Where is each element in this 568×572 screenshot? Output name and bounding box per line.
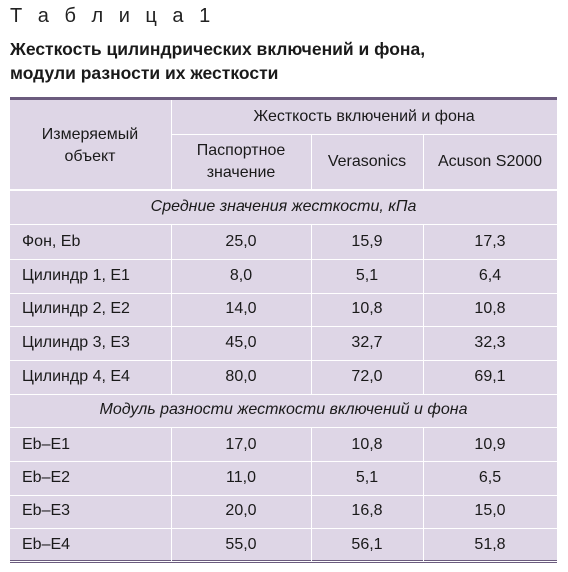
cell-passport-value: 55,0 <box>225 535 257 553</box>
header-col-verasonics: Verasonics <box>327 153 407 170</box>
row-divider <box>10 527 557 529</box>
cell-acuson-value: 51,8 <box>474 535 506 553</box>
row-label: Фон, Eb <box>22 232 81 250</box>
cell-acuson-value: 32,3 <box>474 334 506 352</box>
cell-verasonics-value: 5,1 <box>355 468 379 486</box>
row-label: Eb–E2 <box>22 468 71 486</box>
row-label: Цилиндр 1, E1 <box>22 266 130 284</box>
row-divider <box>10 292 557 294</box>
header-divider <box>171 134 557 135</box>
cell-passport-value: 45,0 <box>225 334 257 352</box>
cell-verasonics-value: 56,1 <box>351 535 383 553</box>
cell-passport-value: 11,0 <box>226 468 256 486</box>
header-col-passport: Паспортное значение <box>196 142 286 181</box>
table-top-rule <box>10 97 557 100</box>
column-divider <box>423 225 424 394</box>
cell-acuson-value: 10,8 <box>474 300 506 318</box>
cell-acuson-value: 10,9 <box>474 435 506 453</box>
column-divider <box>311 428 312 561</box>
row-label: Eb–E4 <box>22 535 71 553</box>
data-table: Измеряемый объект Жесткость включений и … <box>10 97 557 563</box>
cell-verasonics-value: 5,1 <box>355 266 379 284</box>
row-divider <box>10 561 557 563</box>
row-divider <box>10 224 557 225</box>
header-object: Измеряемый объект <box>41 126 139 165</box>
column-divider <box>311 225 312 394</box>
column-divider <box>171 225 172 394</box>
title-line-2: модули разности их жесткости <box>10 63 279 83</box>
table-caption: Т а б л и ц а 1 <box>10 5 216 27</box>
column-divider <box>423 428 424 561</box>
cell-passport-value: 8,0 <box>229 266 253 284</box>
cell-acuson-value: 15,0 <box>474 502 506 520</box>
cell-verasonics-value: 10,8 <box>351 435 383 453</box>
cell-passport-value: 80,0 <box>225 368 257 386</box>
column-divider <box>171 100 172 190</box>
column-divider <box>423 135 424 189</box>
cell-verasonics-value: 10,8 <box>351 300 383 318</box>
cell-acuson-value: 17,3 <box>474 232 506 250</box>
header-group: Жесткость включений и фона <box>253 108 475 125</box>
column-divider <box>311 135 312 189</box>
row-divider <box>10 258 557 260</box>
row-divider <box>10 427 557 428</box>
row-label: Цилиндр 2, E2 <box>22 300 130 318</box>
column-divider <box>171 428 172 561</box>
row-label: Цилиндр 3, E3 <box>22 334 130 352</box>
cell-verasonics-value: 15,9 <box>351 232 383 250</box>
cell-passport-value: 20,0 <box>225 502 257 520</box>
cell-passport-value: 17,0 <box>225 435 257 453</box>
section-mean-stiffness: Средние значения жесткости, кПа <box>150 198 417 215</box>
title-line-1: Жесткость цилиндрических включений и фон… <box>10 39 426 59</box>
cell-passport-value: 14,0 <box>225 300 257 318</box>
row-divider <box>10 494 557 496</box>
cell-verasonics-value: 16,8 <box>351 502 383 520</box>
header-bottom-rule <box>10 189 557 191</box>
row-label: Eb–E1 <box>22 435 71 453</box>
cell-passport-value: 25,0 <box>225 232 257 250</box>
row-divider <box>10 360 557 362</box>
cell-verasonics-value: 32,7 <box>351 334 383 352</box>
cell-verasonics-value: 72,0 <box>351 368 383 386</box>
row-divider <box>10 394 557 395</box>
header-col-acuson: Acuson S2000 <box>437 153 543 170</box>
table-title: Жесткость цилиндрических включений и фон… <box>10 37 425 85</box>
row-label: Цилиндр 4, E4 <box>22 368 130 386</box>
row-label: Eb–E3 <box>22 502 71 520</box>
row-divider <box>10 461 557 463</box>
cell-acuson-value: 6,5 <box>478 468 502 486</box>
row-divider <box>10 326 557 328</box>
section-difference-modulus: Модуль разности жесткости включений и фо… <box>99 401 468 418</box>
cell-acuson-value: 69,1 <box>474 368 506 386</box>
cell-acuson-value: 6,4 <box>478 266 502 284</box>
